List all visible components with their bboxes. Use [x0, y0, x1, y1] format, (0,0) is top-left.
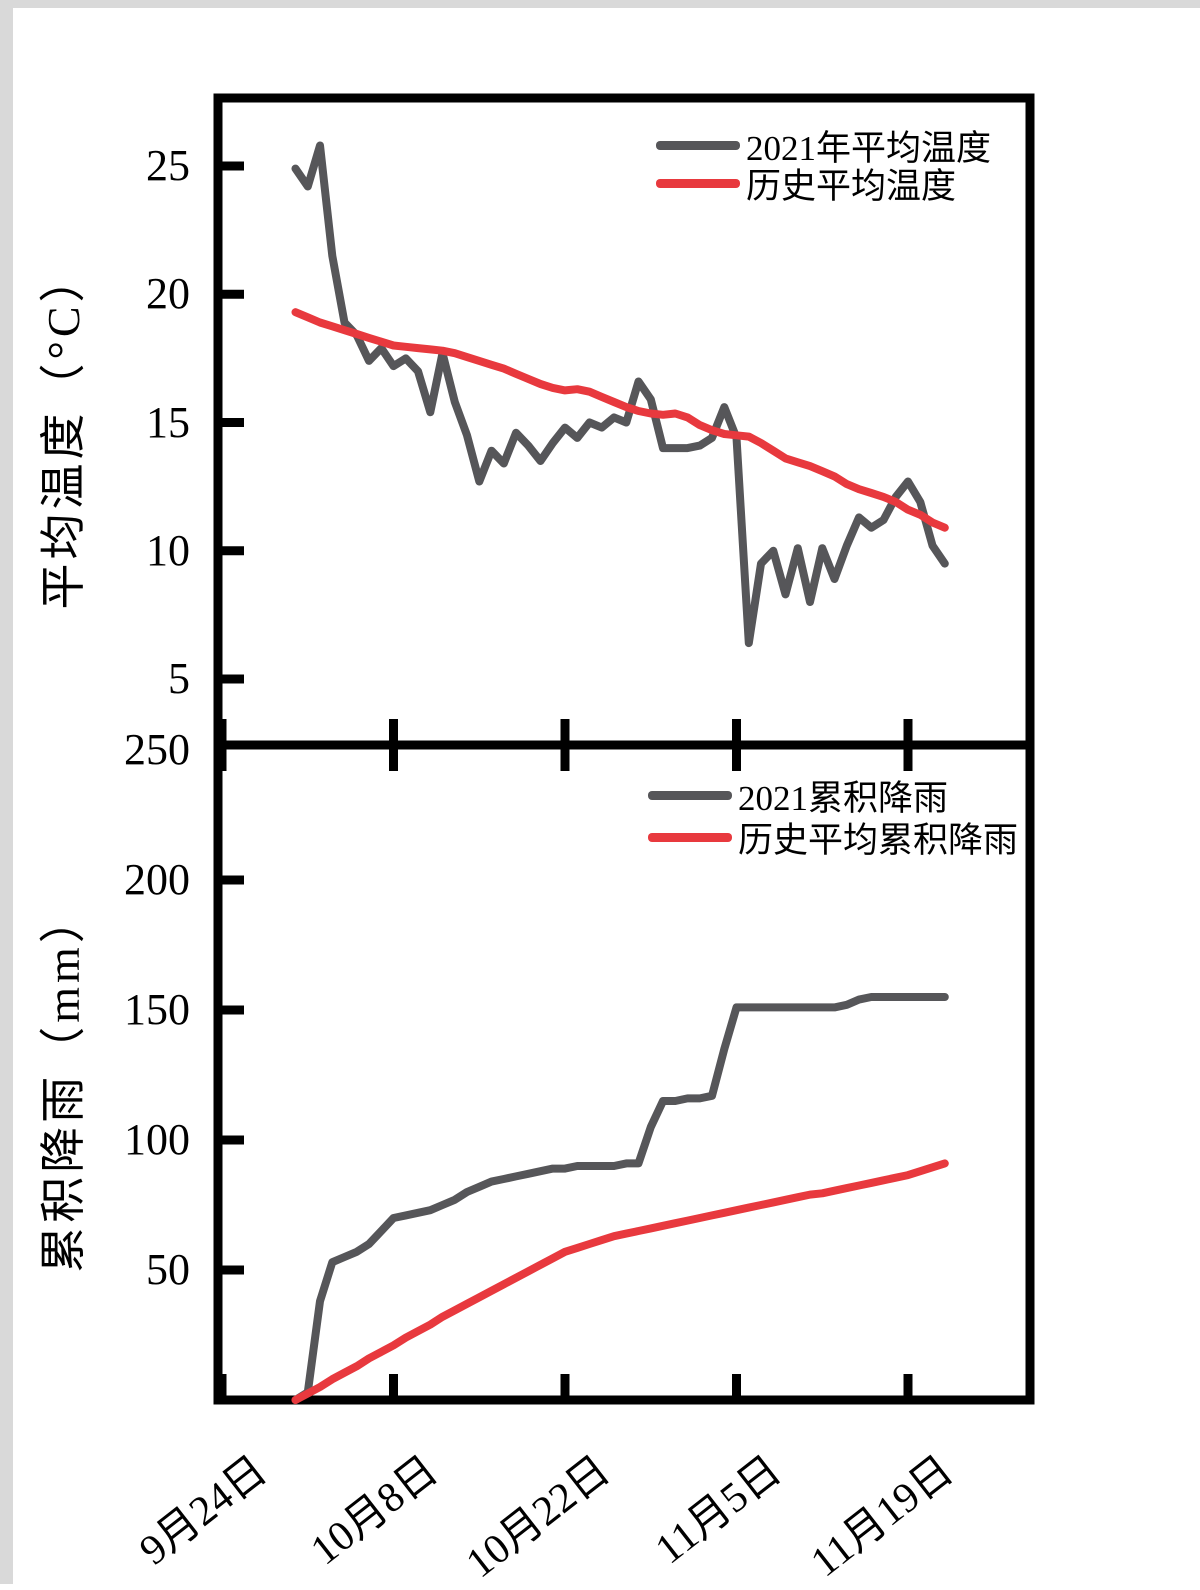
legend-line-swatch-gray-icon	[648, 790, 732, 800]
legend-label: 2021累积降雨	[738, 778, 949, 818]
rain-2021-line	[291, 993, 949, 1404]
rainfall-panel-border	[213, 740, 1035, 1405]
rain-historical-line	[291, 1159, 949, 1404]
legend-label: 历史平均温度	[746, 166, 957, 206]
y-axis-title-rainfall: 累积降雨（mm）	[38, 893, 89, 1273]
y-tick-label: 150	[124, 985, 190, 1034]
legend-item-temp-2021: 2021年平均温度	[656, 125, 991, 168]
page-edge-left	[0, 0, 13, 1584]
y-tick-label: 10	[146, 525, 190, 575]
legend-label: 2021年平均温度	[746, 128, 992, 168]
y-tick-label: 5	[168, 654, 190, 703]
legend-line-swatch-red-icon	[648, 832, 732, 842]
y-tick-label: 250	[124, 725, 190, 774]
y-tick-label: 20	[146, 269, 190, 319]
legend-label: 历史平均累积降雨	[738, 820, 1019, 860]
y-tick-label: 25	[146, 141, 190, 190]
y-tick-label: 50	[146, 1245, 190, 1294]
y-tick-label: 100	[124, 1115, 190, 1164]
page-edge-top	[0, 0, 1200, 8]
y-tick-label: 15	[146, 397, 190, 447]
legend-item-rain-historical: 历史平均累积降雨	[648, 817, 1018, 860]
legend-line-swatch-gray-icon	[656, 140, 740, 150]
legend-item-temp-historical: 历史平均温度	[656, 163, 956, 206]
y-tick-label: 200	[124, 855, 190, 904]
temp-historical-line	[291, 308, 949, 532]
temp-2021-line	[291, 141, 949, 648]
legend-item-rain-2021: 2021累积降雨	[648, 775, 948, 818]
legend-line-swatch-red-icon	[656, 178, 740, 188]
